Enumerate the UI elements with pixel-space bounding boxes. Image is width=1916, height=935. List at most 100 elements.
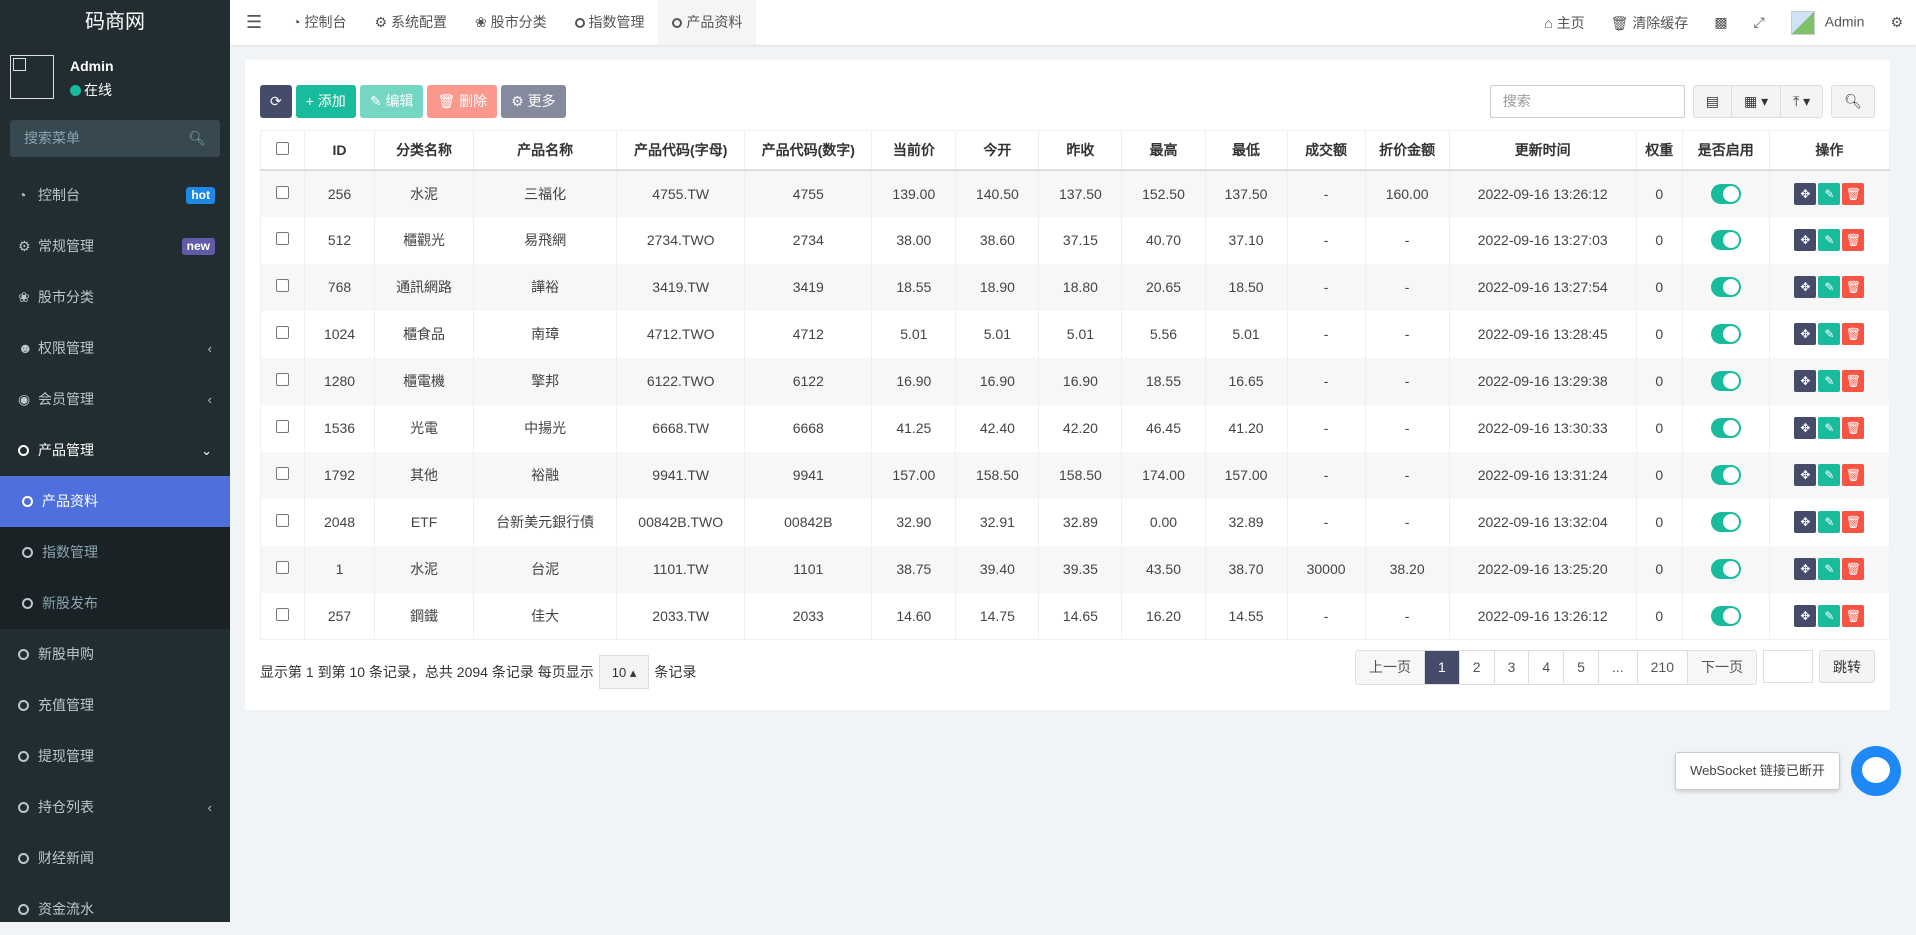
edit-icon[interactable]: ✎	[1818, 370, 1841, 392]
edit-icon[interactable]: ✎	[1818, 229, 1841, 251]
sidebar-item-指数管理[interactable]: 指数管理	[0, 527, 230, 578]
drag-handle-icon[interactable]: ✥	[1794, 464, 1817, 486]
sidebar-item-股市分类[interactable]: ❀ 股市分类	[0, 272, 230, 323]
row-checkbox[interactable]	[259, 263, 306, 311]
sidebar-item-产品管理[interactable]: 产品管理 ⌄	[0, 425, 230, 476]
tab-产品资料[interactable]: 产品资料	[658, 0, 757, 45]
edit-icon[interactable]: ✎	[1818, 511, 1841, 533]
menu-toggle-icon[interactable]: ☰	[246, 12, 263, 32]
drag-handle-icon[interactable]: ✥	[1794, 370, 1817, 392]
sidebar-item-新股发布[interactable]: 新股发布	[0, 578, 230, 629]
jump-button[interactable]: 跳转	[1819, 650, 1875, 683]
fullscreen-icon[interactable]: ⤢	[1753, 14, 1765, 30]
enabled-toggle[interactable]	[1710, 605, 1741, 626]
tab-指数管理[interactable]: 指数管理	[561, 0, 659, 45]
tab-系统配置[interactable]: ⚙ 系统配置	[361, 0, 461, 45]
tab-股市分类[interactable]: ❀ 股市分类	[461, 0, 561, 45]
page-button[interactable]: 5	[1563, 651, 1598, 684]
delete-icon[interactable]: 🗑︎	[1842, 323, 1865, 345]
delete-icon[interactable]: 🗑︎	[1842, 229, 1865, 251]
page-button[interactable]: 2	[1458, 651, 1494, 684]
search-icon[interactable]: 🔍︎	[1844, 93, 1862, 109]
drag-handle-icon[interactable]: ✥	[1794, 511, 1817, 533]
page-button[interactable]: 210	[1636, 651, 1687, 684]
delete-button[interactable]: 🗑︎ 删除	[427, 85, 498, 118]
prev-page-button[interactable]: 上一页	[1355, 651, 1424, 684]
sidebar-item-控制台[interactable]: ◔ 控制台 hot	[0, 170, 230, 221]
refresh-button[interactable]: ⟳	[260, 85, 292, 118]
drag-handle-icon[interactable]: ✥	[1794, 182, 1817, 205]
enabled-toggle[interactable]	[1710, 277, 1741, 297]
drag-handle-icon[interactable]: ✥	[1794, 276, 1817, 298]
sidebar-item-持仓列表[interactable]: 持仓列表 ‹	[0, 782, 230, 833]
enabled-toggle[interactable]	[1710, 418, 1741, 438]
enabled-toggle[interactable]	[1710, 230, 1741, 250]
sidebar-item-常规管理[interactable]: ⚙ 常规管理 new	[0, 221, 230, 272]
sidebar-item-充值管理[interactable]: 充值管理	[0, 680, 230, 731]
delete-icon[interactable]: 🗑︎	[1842, 182, 1865, 205]
row-checkbox[interactable]	[259, 216, 306, 264]
add-button[interactable]: + 添加	[295, 85, 356, 118]
clear-cache-link[interactable]: 🗑︎ 清除缓存	[1598, 13, 1702, 33]
chat-bubble-icon[interactable]	[1851, 746, 1901, 796]
columns-icon[interactable]: ▦ ▾	[1730, 86, 1780, 117]
delete-icon[interactable]: 🗑︎	[1842, 558, 1865, 580]
row-checkbox[interactable]	[259, 545, 306, 593]
enabled-toggle[interactable]	[1710, 371, 1741, 391]
enabled-toggle[interactable]	[1710, 559, 1741, 579]
drag-handle-icon[interactable]: ✥	[1794, 229, 1817, 251]
edit-icon[interactable]: ✎	[1818, 323, 1841, 345]
user-menu[interactable]: Admin	[1778, 10, 1878, 35]
logo[interactable]: 码商网	[0, 0, 230, 45]
edit-icon[interactable]: ✎	[1818, 417, 1841, 439]
drag-handle-icon[interactable]: ✥	[1794, 604, 1817, 627]
page-button[interactable]: 1	[1423, 651, 1459, 684]
sidebar-item-权限管理[interactable]: ☻ 权限管理 ‹	[0, 323, 230, 374]
jump-page-input[interactable]	[1763, 650, 1813, 683]
delete-icon[interactable]: 🗑︎	[1842, 276, 1865, 298]
row-checkbox[interactable]	[259, 592, 306, 640]
delete-icon[interactable]: 🗑︎	[1842, 370, 1865, 392]
tab-控制台[interactable]: ◔ 控制台	[278, 0, 360, 45]
page-size-select[interactable]: 10 ▴	[598, 655, 650, 689]
row-checkbox[interactable]	[259, 357, 306, 405]
search-icon[interactable]: 🔍︎	[188, 130, 206, 146]
sidebar-item-会员管理[interactable]: ◉ 会员管理 ‹	[0, 374, 230, 425]
row-checkbox[interactable]	[259, 451, 306, 499]
drag-handle-icon[interactable]: ✥	[1794, 323, 1817, 345]
translate-icon[interactable]: ▩	[1714, 14, 1728, 30]
sidebar-item-产品资料[interactable]: 产品资料	[0, 476, 230, 527]
sidebar-item-财经新闻[interactable]: 财经新闻	[0, 833, 230, 884]
row-checkbox[interactable]	[259, 169, 306, 217]
row-checkbox[interactable]	[259, 498, 306, 546]
next-page-button[interactable]: 下一页	[1687, 651, 1756, 684]
page-button[interactable]: 4	[1528, 651, 1564, 684]
sidebar-item-新股申购[interactable]: 新股申购	[0, 629, 230, 680]
edit-icon[interactable]: ✎	[1818, 558, 1841, 580]
export-icon[interactable]: ⤒ ▾	[1780, 86, 1822, 117]
delete-icon[interactable]: 🗑︎	[1842, 604, 1865, 627]
delete-icon[interactable]: 🗑︎	[1842, 464, 1865, 486]
drag-handle-icon[interactable]: ✥	[1794, 558, 1817, 580]
sidebar-item-资金流水[interactable]: 资金流水	[0, 884, 230, 935]
row-checkbox[interactable]	[259, 310, 306, 358]
drag-handle-icon[interactable]: ✥	[1794, 417, 1817, 439]
toggle-view-icon[interactable]: ▤	[1705, 93, 1719, 109]
table-search-input[interactable]: 搜索	[1489, 85, 1685, 118]
home-link[interactable]: ⌂ 主页	[1531, 13, 1597, 33]
enabled-toggle[interactable]	[1710, 465, 1741, 485]
edit-icon[interactable]: ✎	[1818, 276, 1841, 298]
page-button[interactable]: ...	[1597, 651, 1637, 684]
sidebar-item-提现管理[interactable]: 提现管理	[0, 731, 230, 782]
edit-icon[interactable]: ✎	[1818, 182, 1841, 205]
settings-gears-icon[interactable]: ⚙	[1890, 14, 1903, 30]
page-button[interactable]: 3	[1493, 651, 1529, 684]
delete-icon[interactable]: 🗑︎	[1842, 417, 1865, 439]
edit-icon[interactable]: ✎	[1818, 604, 1841, 627]
enabled-toggle[interactable]	[1710, 183, 1741, 204]
delete-icon[interactable]: 🗑︎	[1842, 511, 1865, 533]
edit-button[interactable]: ✎ 编辑	[359, 85, 424, 118]
select-all-checkbox[interactable]	[259, 130, 306, 171]
menu-search-input[interactable]: 搜索菜单 🔍︎	[10, 120, 220, 157]
enabled-toggle[interactable]	[1710, 324, 1741, 344]
